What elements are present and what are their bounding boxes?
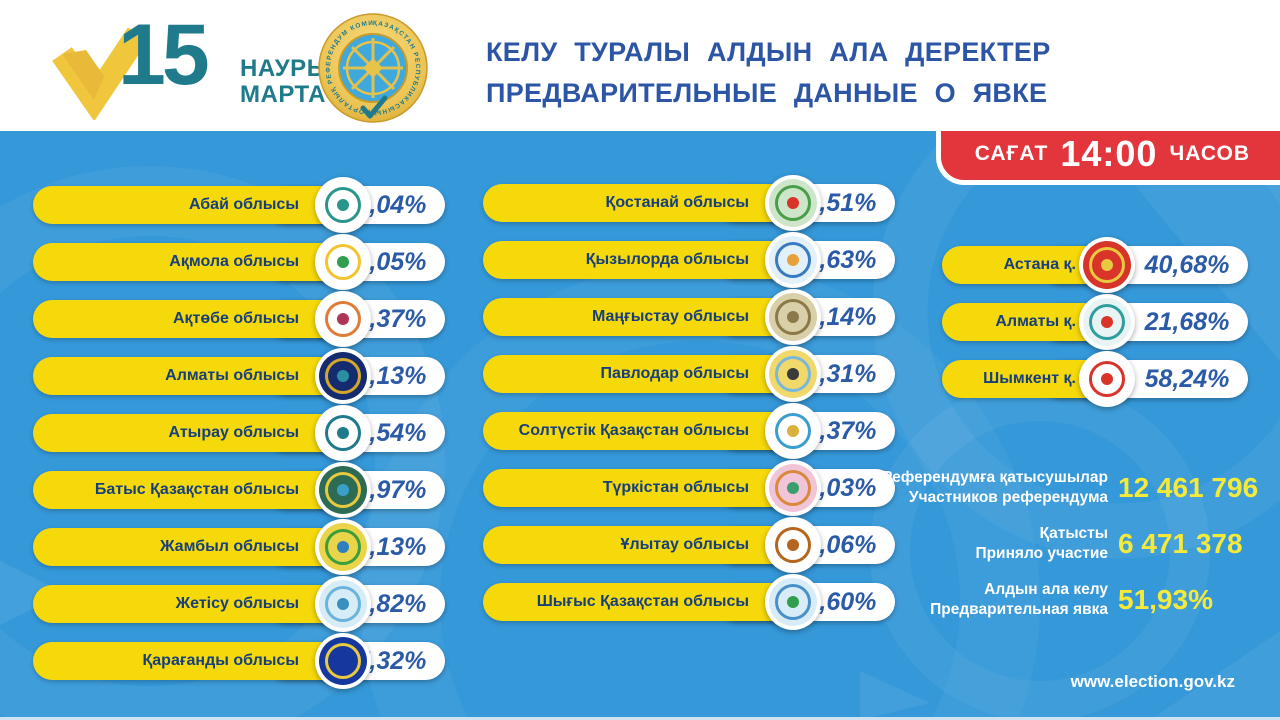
region-emblem-icon (315, 291, 371, 347)
bottom-divider (0, 717, 1280, 720)
region-emblem-icon (1079, 237, 1135, 293)
region-emblem-icon (315, 234, 371, 290)
time-value: 14:00 (1060, 132, 1158, 174)
region-pill: Солтүстік Қазақстан облысы (483, 412, 795, 450)
stat-label: Алдын ала келу Предварительная явка (930, 580, 1108, 618)
turnout-value: 58,24% (1144, 365, 1230, 393)
region-row: 52,06% Ұлытау облысы (483, 517, 895, 573)
region-row: 61,37% Ақтөбе облысы (33, 291, 445, 347)
logo-month-ru: МАРТА (240, 81, 326, 108)
region-emblem-icon (765, 175, 821, 231)
region-pill: Қызылорда облысы (483, 241, 795, 279)
region-row: 56,54% Атырау облысы (33, 405, 445, 461)
region-row: 52,37% Солтүстік Қазақстан облысы (483, 403, 895, 459)
region-emblem-icon (765, 232, 821, 288)
stat-value: 51,93% (1118, 584, 1213, 615)
time-prefix: САҒАТ (974, 141, 1049, 165)
stat-took-part: Қатысты Приняло участие 6 471 378 (870, 516, 1260, 572)
region-emblem-icon (1079, 294, 1135, 350)
stat-participants: Референдумға қатысушылар Участников рефе… (870, 460, 1260, 516)
stat-turnout: Алдын ала келу Предварительная явка 51,9… (870, 572, 1260, 628)
region-pill: Шығыс Қазақстан облысы (483, 583, 795, 621)
region-pill: Түркістан облысы (483, 469, 795, 507)
region-row: 58,03% Түркістан облысы (483, 460, 895, 516)
title-line-kk: КЕЛУ ТУРАЛЫ АЛДЫН АЛА ДЕРЕКТЕР (486, 37, 1051, 67)
region-column-2: 56,51% Қостанай облысы 64,63% Қызылорда … (483, 175, 895, 640)
turnout-value: 21,68% (1144, 308, 1230, 336)
region-emblem-icon (765, 574, 821, 630)
region-pill: Ақмола облысы (33, 243, 345, 281)
region-row: 60,05% Ақмола облысы (33, 234, 445, 290)
region-emblem-icon (315, 405, 371, 461)
header: 15 НАУРЫЗ МАРТА (0, 0, 1280, 131)
region-pill: Жамбыл облысы (33, 528, 345, 566)
region-row: 59,82% Жетісу облысы (33, 576, 445, 632)
checkmark-icon (52, 28, 144, 120)
page-title: КЕЛУ ТУРАЛЫ АЛДЫН АЛА ДЕРЕКТЕР ПРЕДВАРИТ… (486, 32, 1051, 114)
region-row: 21,68% Алматы қ. (942, 294, 1248, 350)
region-emblem-icon (315, 348, 371, 404)
region-row: 53,31% Павлодар облысы (483, 346, 895, 402)
title-line-ru: ПРЕДВАРИТЕЛЬНЫЕ ДАННЫЕ О ЯВКЕ (486, 78, 1048, 108)
region-emblem-icon (765, 289, 821, 345)
region-pill: Алматы облысы (33, 357, 345, 395)
stat-value: 6 471 378 (1118, 528, 1243, 559)
region-column-1: 61,04% Абай облысы 60,05% Ақмола облысы … (33, 177, 445, 699)
website-link[interactable]: www.election.gov.kz (1070, 672, 1235, 691)
region-pill: Ақтөбе облысы (33, 300, 345, 338)
region-row: 61,04% Абай облысы (33, 177, 445, 233)
stat-label: Референдумға қатысушылар Участников рефе… (882, 468, 1108, 506)
referendum-commission-emblem: ҚАЗАҚСТАН РЕСПУБЛИКАСЫНЫҢ ОРТАЛЫҚ РЕФЕРЕ… (317, 12, 428, 123)
region-emblem-icon (765, 403, 821, 459)
region-emblem-icon (315, 576, 371, 632)
region-pill: Маңғыстау облысы (483, 298, 795, 336)
region-row: 49,97% Батыс Қазақстан облысы (33, 462, 445, 518)
time-suffix: ЧАСОВ (1169, 141, 1250, 165)
region-emblem-icon (315, 462, 371, 518)
region-emblem-icon (765, 517, 821, 573)
region-row: 57,32% Қарағанды облысы (33, 633, 445, 689)
region-pill: Жетісу облысы (33, 585, 345, 623)
region-pill: Батыс Қазақстан облысы (33, 471, 345, 509)
turnout-value: 40,68% (1144, 251, 1230, 279)
stat-value: 12 461 796 (1118, 472, 1259, 503)
region-emblem-icon (315, 177, 371, 233)
region-pill: Қостанай облысы (483, 184, 795, 222)
region-row: 53,14% Маңғыстау облысы (483, 289, 895, 345)
region-row: 64,63% Қызылорда облысы (483, 232, 895, 288)
region-row: 56,13% Алматы облысы (33, 348, 445, 404)
region-emblem-icon (765, 346, 821, 402)
region-pill: Қарағанды облысы (33, 642, 345, 680)
region-emblem-icon (1079, 351, 1135, 407)
region-emblem-icon (315, 519, 371, 575)
region-emblem-icon (765, 460, 821, 516)
region-pill: Ұлытау облысы (483, 526, 795, 564)
region-row: 51,13% Жамбыл облысы (33, 519, 445, 575)
summary-stats: Референдумға қатысушылар Участников рефе… (870, 460, 1260, 628)
march-15-logo: 15 НАУРЫЗ МАРТА (52, 7, 346, 120)
region-pill: Атырау облысы (33, 414, 345, 452)
region-emblem-icon (315, 633, 371, 689)
city-column: 40,68% Астана қ. 21,68% Алматы қ. 58,24%… (942, 237, 1248, 417)
region-row: 58,24% Шымкент қ. (942, 351, 1248, 407)
region-pill: Павлодар облысы (483, 355, 795, 393)
region-row: 59,60% Шығыс Қазақстан облысы (483, 574, 895, 630)
region-row: 56,51% Қостанай облысы (483, 175, 895, 231)
stat-label: Қатысты Приняло участие (975, 524, 1108, 562)
time-badge: САҒАТ 14:00 ЧАСОВ (935, 131, 1280, 185)
logo-number: 15 (118, 7, 210, 103)
region-row: 40,68% Астана қ. (942, 237, 1248, 293)
region-pill: Абай облысы (33, 186, 345, 224)
